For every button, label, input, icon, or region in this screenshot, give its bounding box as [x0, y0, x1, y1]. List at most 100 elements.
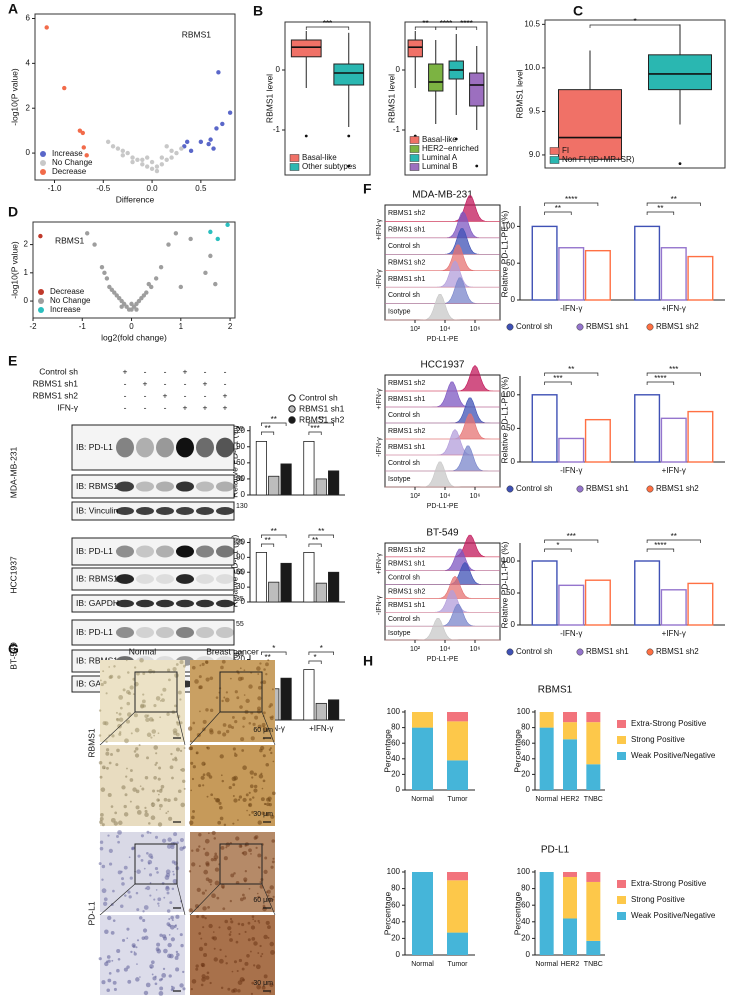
sample-label: Isotype	[388, 630, 411, 637]
significance-bracket	[646, 202, 701, 206]
ihc-texture	[200, 983, 204, 987]
legend-swatch	[576, 485, 584, 493]
point	[153, 276, 159, 281]
ihc-texture	[156, 798, 160, 802]
ihc-texture	[232, 783, 236, 787]
ihc-texture	[160, 693, 163, 696]
ihc-texture	[190, 761, 194, 765]
ihc-texture	[182, 845, 186, 849]
ihc-texture	[159, 716, 162, 719]
ihc-texture	[233, 872, 236, 875]
y-axis-label: -log10(P value)	[9, 241, 19, 299]
blot-band	[196, 574, 214, 584]
significance-bracket	[646, 381, 675, 385]
ihc-texture	[265, 812, 270, 817]
ihc-texture	[158, 789, 163, 793]
legend-label: Strong Positive	[631, 895, 685, 904]
ihc-texture	[113, 821, 119, 826]
ihc-texture	[195, 848, 200, 852]
ihc-texture	[209, 981, 212, 985]
ihc-texture	[179, 749, 183, 752]
significance-bracket	[544, 539, 599, 543]
ihc-texture	[133, 952, 137, 956]
ihc-texture	[206, 971, 210, 975]
ihc-texture	[173, 797, 178, 802]
ihc-texture	[106, 766, 109, 770]
ihc-texture	[248, 814, 251, 816]
bar	[584, 249, 611, 301]
point	[99, 264, 105, 270]
blot-band	[156, 507, 174, 515]
ihc-texture	[241, 851, 245, 855]
ihc-texture	[262, 725, 265, 728]
x-tick-label: 2	[228, 322, 233, 331]
ihc-texture	[253, 772, 257, 776]
panel-letter: A	[8, 1, 18, 17]
x-axis-label: log2(fold change)	[101, 332, 167, 342]
ihc-texture	[219, 816, 224, 821]
ihc-texture	[229, 938, 233, 942]
ihc-texture	[270, 751, 273, 755]
y-tick-label: 120	[232, 655, 246, 664]
y-tick-label: 40	[521, 754, 530, 763]
sample-label: Control sh	[388, 574, 420, 581]
x-tick-label: HER2	[561, 961, 580, 968]
y-tick-label: 40	[391, 754, 400, 763]
ihc-texture	[208, 923, 213, 929]
ihc-texture	[110, 931, 115, 935]
y-tick-label: 60	[391, 900, 400, 909]
bar	[328, 699, 340, 721]
bar	[634, 394, 661, 463]
blot-band	[176, 574, 194, 584]
ihc-texture	[250, 852, 252, 855]
blot-label: IB: GAPDH	[76, 678, 119, 688]
significance-label: **	[312, 536, 318, 545]
bar-segment	[586, 764, 601, 790]
ihc-texture	[237, 798, 241, 801]
flow-x-tick-label: 10²	[410, 493, 421, 500]
legend-swatch	[40, 151, 46, 157]
ihc-texture	[266, 889, 271, 894]
ihc-texture	[182, 779, 186, 783]
ihc-texture	[206, 772, 211, 777]
row-label: RBMS1	[86, 728, 96, 758]
flow-x-tick-label: 10⁴	[440, 646, 451, 653]
blot-label-bg	[73, 597, 115, 610]
ihc-texture	[106, 988, 111, 993]
flow-x-tick-label: 10⁶	[470, 493, 481, 500]
inset-box	[219, 843, 263, 885]
ihc-texture	[124, 738, 129, 744]
x-tick-label: Normal	[411, 961, 434, 968]
ihc-texture	[219, 948, 222, 951]
panel-letter: F	[363, 181, 372, 197]
ihc-texture	[158, 793, 160, 796]
legend-label: Increase	[52, 149, 83, 158]
ihc-texture	[101, 980, 106, 985]
sample-label: RBMS1 sh2	[388, 428, 425, 435]
legend-label: Control sh	[516, 647, 552, 656]
ihc-texture	[167, 942, 172, 948]
ihc-texture	[101, 864, 106, 869]
ihc-texture	[126, 767, 128, 770]
ihc-texture	[120, 870, 123, 873]
bar	[255, 440, 267, 496]
plot-frame	[284, 21, 371, 176]
significance-bracket	[261, 651, 287, 655]
ihc-texture	[221, 659, 226, 664]
point	[164, 157, 169, 163]
ihc-texture	[254, 920, 257, 923]
ihc-texture	[245, 793, 249, 797]
bar	[328, 571, 340, 603]
ihc-texture	[205, 975, 210, 980]
ihc-texture	[142, 672, 146, 676]
sample-label: RBMS1 sh1	[388, 561, 425, 568]
ihc-texture	[136, 963, 138, 965]
ihc-texture	[213, 854, 219, 860]
x-tick-label: Tumor	[448, 961, 469, 968]
bar	[687, 255, 714, 301]
ihc-texture	[201, 974, 206, 979]
blot-label-bg	[73, 441, 115, 454]
ihc-texture	[211, 893, 216, 899]
ihc-texture	[146, 714, 150, 717]
panel-letter: G	[8, 641, 19, 657]
